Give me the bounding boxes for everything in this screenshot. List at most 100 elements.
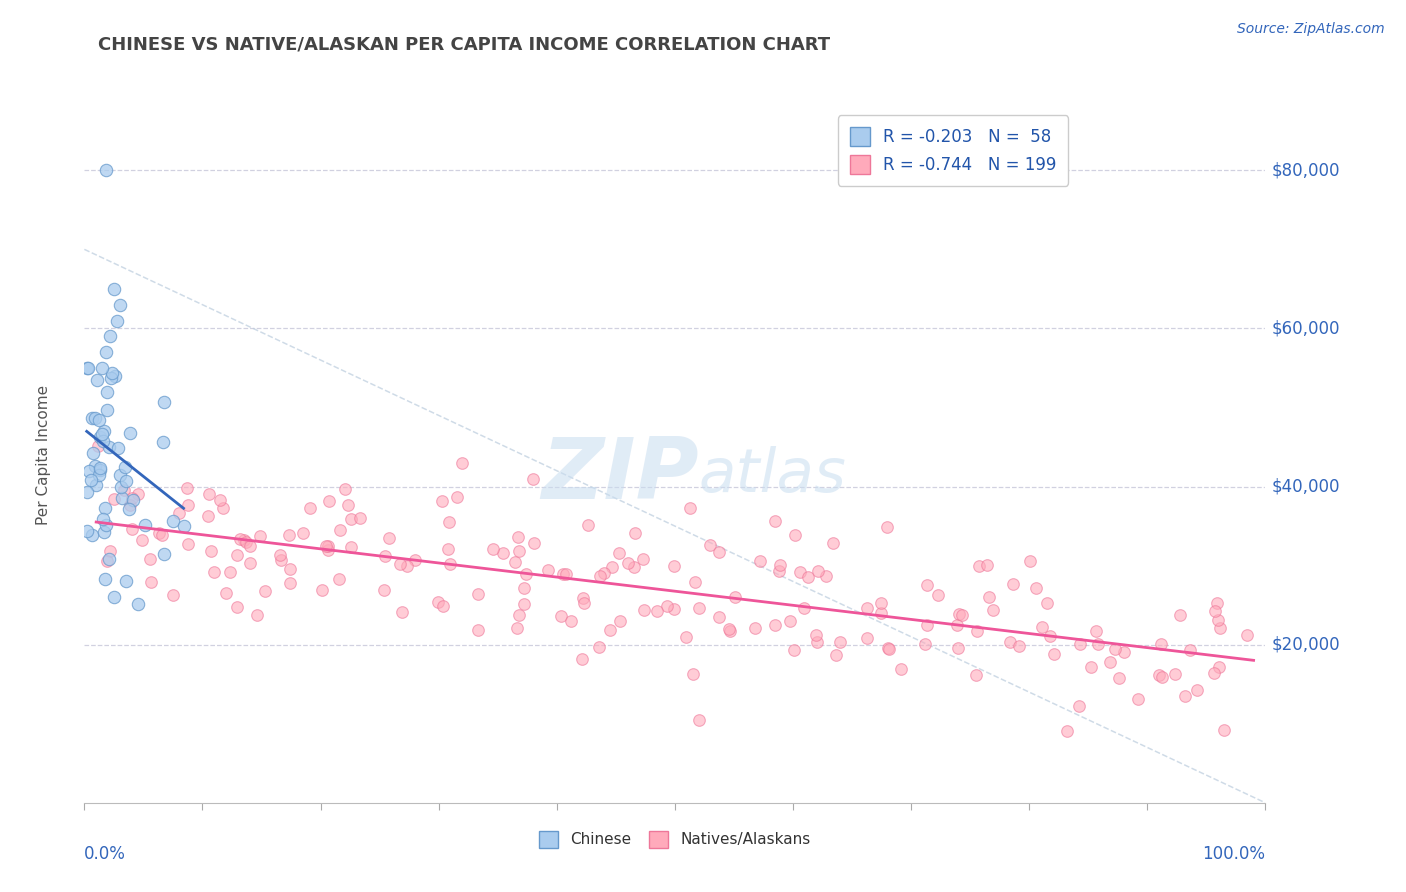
Point: [946, 641, 969, 656]
Point: [1174, 689, 1197, 703]
Point: [141, 575, 163, 590]
Point: [84, 411, 107, 425]
Point: [103, 591, 125, 605]
Point: [572, 597, 595, 611]
Point: [96, 384, 118, 399]
Point: [576, 518, 599, 533]
Point: [246, 608, 269, 623]
Point: [718, 624, 741, 638]
Point: [94, 345, 117, 359]
Point: [769, 558, 792, 572]
Point: [914, 637, 936, 651]
Point: [89, 468, 111, 483]
Point: [948, 607, 970, 621]
Point: [197, 508, 219, 523]
Point: [198, 487, 221, 501]
Point: [280, 576, 302, 591]
Point: [744, 621, 766, 635]
Point: [76, 361, 98, 376]
Point: [699, 538, 721, 552]
Point: [432, 494, 454, 508]
Point: [763, 617, 786, 632]
Point: [1147, 667, 1170, 681]
Point: [318, 494, 340, 508]
Point: [1206, 614, 1229, 628]
Point: [451, 456, 474, 470]
Point: [1126, 691, 1149, 706]
Point: [103, 492, 125, 507]
Point: [426, 595, 449, 609]
Point: [1208, 660, 1230, 674]
Point: [214, 586, 236, 600]
Point: [1164, 666, 1187, 681]
Text: atlas: atlas: [699, 446, 846, 505]
Point: [349, 510, 371, 524]
Point: [1202, 665, 1225, 680]
Point: [239, 556, 262, 570]
Point: [491, 546, 513, 560]
Point: [588, 640, 610, 654]
Point: [97, 440, 120, 454]
Point: [89, 463, 111, 477]
Point: [682, 667, 704, 681]
Point: [87, 439, 110, 453]
Point: [404, 553, 426, 567]
Point: [645, 604, 668, 618]
Point: [148, 526, 170, 541]
Point: [1087, 637, 1109, 651]
Point: [316, 543, 339, 558]
Point: [134, 517, 156, 532]
Point: [311, 583, 333, 598]
Point: [825, 648, 848, 663]
Point: [571, 651, 593, 665]
Point: [675, 630, 697, 644]
Text: 0.0%: 0.0%: [84, 845, 127, 863]
Point: [232, 533, 254, 548]
Point: [254, 584, 277, 599]
Point: [508, 608, 530, 623]
Point: [783, 528, 806, 542]
Point: [391, 605, 413, 619]
Point: [1104, 641, 1126, 656]
Point: [513, 582, 536, 596]
Point: [315, 539, 337, 553]
Point: [1213, 723, 1236, 737]
Point: [108, 298, 131, 312]
Point: [249, 529, 271, 543]
Point: [1019, 554, 1042, 568]
Point: [211, 500, 233, 515]
Point: [1069, 637, 1091, 651]
Point: [550, 609, 572, 624]
Point: [503, 555, 526, 569]
Point: [298, 501, 321, 516]
Point: [1150, 670, 1173, 684]
Point: [783, 643, 806, 657]
Point: [80, 410, 103, 425]
Point: [602, 560, 624, 574]
Point: [749, 553, 772, 567]
Point: [915, 618, 938, 632]
Text: $40,000: $40,000: [1271, 477, 1340, 496]
Point: [688, 600, 710, 615]
Point: [91, 426, 114, 441]
Point: [152, 434, 174, 449]
Point: [225, 548, 247, 562]
Point: [91, 512, 114, 526]
Point: [877, 640, 900, 655]
Point: [292, 525, 315, 540]
Point: [522, 472, 544, 486]
Point: [101, 366, 124, 380]
Point: [131, 533, 153, 548]
Point: [515, 566, 537, 581]
Point: [328, 572, 350, 586]
Point: [335, 482, 357, 496]
Point: [228, 533, 250, 547]
Point: [662, 559, 685, 574]
Point: [855, 600, 877, 615]
Point: [150, 528, 173, 542]
Point: [1150, 637, 1173, 651]
Point: [763, 514, 786, 528]
Point: [200, 544, 222, 558]
Point: [976, 558, 998, 573]
Point: [396, 558, 419, 573]
